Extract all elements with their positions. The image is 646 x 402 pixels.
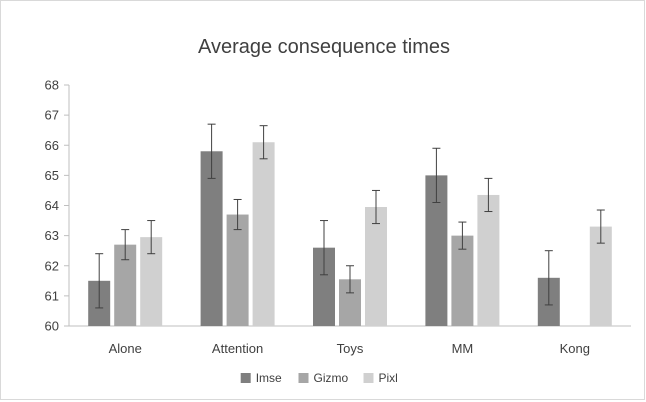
bar-gizmo-mm [451, 235, 474, 326]
legend: Imse Gizmo Pixl [240, 371, 398, 385]
legend-swatch-imse [240, 373, 251, 383]
legend-label-gizmo: Gizmo [314, 371, 349, 385]
bar-pixl-kong [589, 226, 612, 326]
bar-pixl-mm [477, 194, 500, 326]
bar-pixl-toys [365, 207, 387, 326]
bar-series-group [88, 123, 612, 326]
y-tick-label: 66 [45, 138, 59, 153]
y-tick-label: 60 [45, 319, 59, 334]
y-tick-label: 63 [45, 228, 59, 243]
legend-swatch-pixl [363, 373, 374, 383]
axes: 60 61 62 63 64 65 66 67 68 Alone Attention Toys MM Ko… [45, 78, 631, 356]
bar-gizmo-toys [339, 279, 361, 326]
y-tick-label: 68 [45, 78, 59, 93]
bar-gizmo-attention [226, 214, 249, 326]
legend-label-pixl: Pixl [379, 371, 398, 385]
bar-imse-mm [425, 175, 448, 326]
y-tick-label: 64 [45, 198, 59, 213]
y-tick-label: 61 [45, 288, 59, 303]
bar-imse-toys [313, 247, 335, 326]
x-tick-label: Alone [109, 341, 142, 356]
bar-imse-attention [200, 151, 223, 326]
legend-label-imse: Imse [256, 371, 282, 385]
bar-gizmo-alone [114, 244, 137, 326]
bar-pixl-alone [140, 237, 163, 326]
y-tick-label: 62 [45, 258, 59, 273]
y-tick-label: 67 [45, 108, 59, 123]
x-tick-label: Attention [212, 341, 263, 356]
legend-swatch-gizmo [298, 373, 309, 383]
x-tick-label: Kong [560, 341, 590, 356]
x-tick-label: Toys [337, 341, 364, 356]
chart-title: Average consequence times [198, 36, 450, 58]
x-tick-label: MM [452, 341, 474, 356]
bar-pixl-attention [252, 142, 275, 326]
y-tick-label: 65 [45, 168, 59, 183]
